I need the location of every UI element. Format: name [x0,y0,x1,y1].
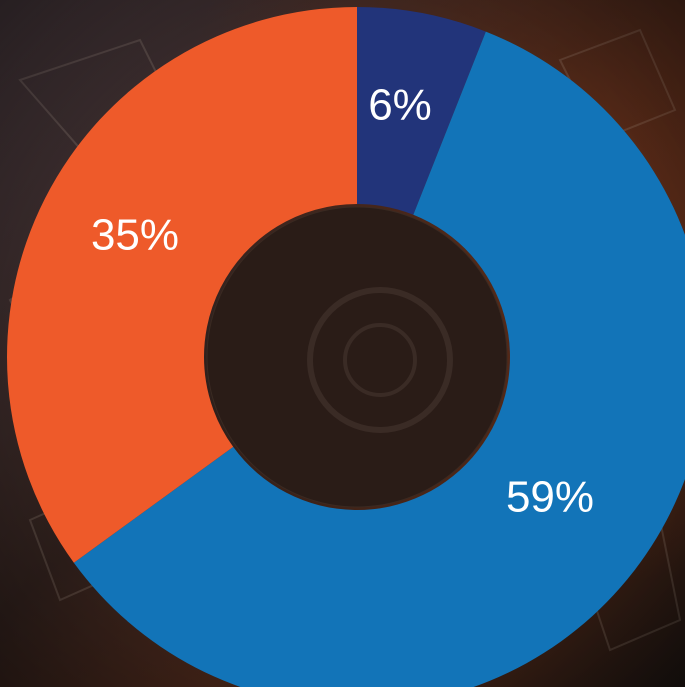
donut-center [206,206,508,508]
slice-label-1: 6% [368,81,432,130]
donut-slice-1 [357,7,486,215]
slice-label-3: 35% [91,211,179,260]
donut-slice-3 [7,7,357,563]
donut-slice-2 [73,31,685,687]
slice-label-2: 59% [506,473,594,522]
